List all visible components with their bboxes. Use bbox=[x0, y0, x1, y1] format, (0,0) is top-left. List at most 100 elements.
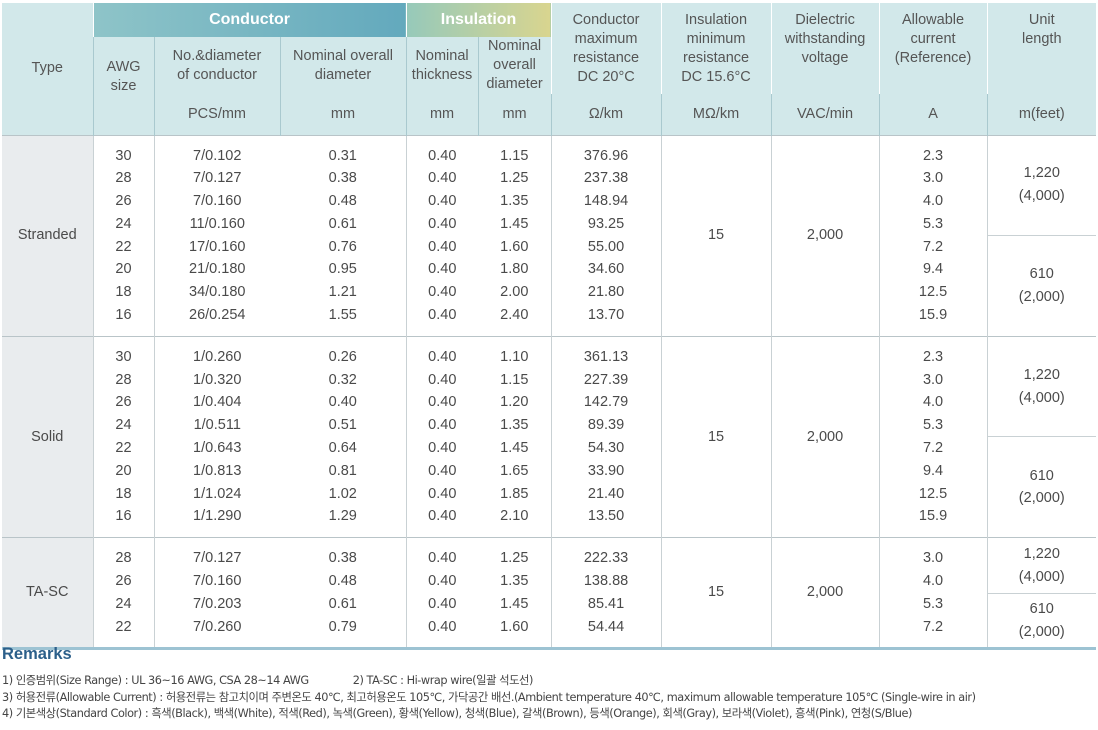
remarks-section: Remarks 1) 인증범위(Size Range) : UL 36~16 A… bbox=[2, 645, 1096, 723]
remarks-title: Remarks bbox=[2, 645, 72, 663]
ins-diameter-value: 2.40 bbox=[500, 307, 529, 324]
overall-diameter-cell: 0.26 0.32 0.40 0.51 0.64 0.81 1.02 1.29 bbox=[280, 336, 406, 537]
allowable-current-value: 3.0 bbox=[922, 170, 944, 187]
unit-length-value: (4,000) bbox=[1018, 568, 1065, 585]
unit-length-value: 1,220 bbox=[1023, 545, 1060, 562]
no-diameter-value: 1/0.643 bbox=[193, 440, 242, 457]
no-diameter-value: 7/0.160 bbox=[193, 573, 242, 590]
no-diameter-value: 7/0.102 bbox=[193, 147, 242, 164]
remark-line: 1) 인증범위(Size Range) : UL 36~16 AWG, CSA … bbox=[2, 673, 1096, 690]
conductor-resistance-value: 222.33 bbox=[583, 550, 629, 567]
overall-diameter-value: 0.38 bbox=[328, 550, 357, 567]
thickness-value: 0.40 bbox=[428, 193, 457, 210]
no-diameter-value: 1/0.320 bbox=[193, 371, 242, 388]
allowable-current-value: 2.3 bbox=[922, 348, 944, 365]
conductor-resistance-value: 142.79 bbox=[583, 394, 629, 411]
overall-diameter-cell: 0.31 0.38 0.48 0.61 0.76 0.95 1.21 1.55 bbox=[280, 135, 406, 336]
no-diameter-value: 1/1.290 bbox=[193, 508, 242, 525]
unit-length-value: 1,220 bbox=[1023, 165, 1060, 182]
thickness-cell: 0.40 0.40 0.40 0.40 0.40 0.40 0.40 0.40 bbox=[405, 336, 479, 538]
unit-vac-min: VAC/min bbox=[770, 94, 880, 135]
header-allowable-current: Allowable current (Reference) bbox=[878, 3, 988, 94]
conductor-resistance-value: 54.30 bbox=[587, 440, 625, 457]
no-diameter-cell: 7/0.102 7/0.127 7/0.160 11/0.160 17/0.160 21/… bbox=[153, 135, 280, 337]
overall-diameter-value: 0.51 bbox=[328, 417, 357, 434]
thickness-value: 0.40 bbox=[428, 261, 457, 278]
awg-size-value: 28 bbox=[115, 371, 132, 388]
header-insulation-group: Insulation bbox=[405, 3, 552, 37]
no-diameter-value: 1/1.024 bbox=[193, 485, 242, 502]
unit-length-value: 610 bbox=[1029, 266, 1054, 283]
thickness-value: 0.40 bbox=[428, 394, 457, 411]
unit-length-value: (2,000) bbox=[1018, 288, 1065, 305]
header-conductor-group: Conductor bbox=[92, 3, 407, 37]
unit-length-cell: 610 (2,000) bbox=[986, 436, 1097, 538]
no-diameter-value: 17/0.160 bbox=[189, 238, 246, 255]
conductor-resistance-value: 148.94 bbox=[583, 193, 629, 210]
allowable-current-value: 12.5 bbox=[918, 284, 948, 301]
allowable-current-cell: 3.0 4.0 5.3 7.2 bbox=[878, 537, 988, 649]
thickness-value: 0.40 bbox=[428, 573, 457, 590]
table-header: Type Conductor Insulation Conductor maxim… bbox=[2, 3, 1097, 135]
allowable-current-value: 7.2 bbox=[922, 440, 944, 457]
ins-diameter-value: 1.85 bbox=[500, 485, 529, 502]
remark-ta-sc: 2) TA-SC : Hi-wrap wire(일괄 석도선) bbox=[352, 674, 534, 687]
overall-diameter-value: 0.64 bbox=[328, 440, 357, 457]
ins-diameter-value: 1.45 bbox=[500, 215, 529, 232]
unit-length-value: 610 bbox=[1029, 467, 1054, 484]
no-diameter-value: 7/0.127 bbox=[193, 550, 242, 567]
overall-diameter-cell: 0.38 0.48 0.61 0.79 bbox=[280, 538, 406, 649]
header-unit-length: Unit length bbox=[986, 3, 1097, 94]
thickness-value: 0.40 bbox=[428, 440, 457, 457]
conductor-resistance-value: 21.80 bbox=[587, 284, 625, 301]
allowable-current-value: 7.2 bbox=[922, 238, 944, 255]
header-ins-overall-diameter: Nominal overall diameter bbox=[477, 37, 552, 94]
overall-diameter-value: 0.38 bbox=[328, 170, 357, 187]
allowable-current-value: 15.9 bbox=[918, 508, 948, 525]
no-diameter-cell: 7/0.127 7/0.160 7/0.203 7/0.260 bbox=[153, 537, 280, 649]
table-row: 610 (2,000) bbox=[2, 234, 1097, 337]
allowable-current-value: 5.3 bbox=[922, 417, 944, 434]
insulation-resistance-value: 15 bbox=[660, 135, 772, 337]
conductor-resistance-cell: 222.33 138.88 85.41 54.44 bbox=[550, 537, 662, 649]
conductor-resistance-value: 55.00 bbox=[587, 238, 625, 255]
ins-diameter-value: 1.65 bbox=[500, 462, 529, 479]
insulation-resistance-value: 15 bbox=[660, 336, 772, 538]
ins-diameter-value: 1.35 bbox=[500, 417, 529, 434]
conductor-resistance-value: 13.50 bbox=[587, 508, 625, 525]
type-label: TA-SC bbox=[2, 537, 93, 649]
unit-mm: mm bbox=[477, 94, 552, 135]
ins-diameter-value: 1.25 bbox=[500, 550, 529, 567]
unit-ohm-km: Ω/km bbox=[550, 94, 662, 135]
unit-length-cell: 1,220 (4,000) bbox=[986, 135, 1097, 236]
thickness-value: 0.40 bbox=[428, 307, 457, 324]
ins-diameter-cell: 1.15 1.25 1.35 1.45 1.60 1.80 2.00 2.40 bbox=[478, 135, 551, 336]
allowable-current-value: 2.3 bbox=[922, 147, 944, 164]
conductor-resistance-value: 85.41 bbox=[587, 595, 625, 612]
no-diameter-value: 26/0.254 bbox=[189, 307, 246, 324]
conductor-resistance-value: 21.40 bbox=[587, 485, 625, 502]
remark-allowable-current: 3) 허용전류(Allowable Current) : 허용전류는 참고치이며… bbox=[2, 690, 976, 704]
allowable-current-value: 9.4 bbox=[922, 261, 944, 278]
no-diameter-value: 1/0.404 bbox=[193, 394, 242, 411]
ins-diameter-value: 1.45 bbox=[500, 595, 529, 612]
ins-diameter-cell: 1.25 1.35 1.45 1.60 bbox=[478, 538, 551, 649]
ins-diameter-value: 1.80 bbox=[500, 261, 529, 278]
overall-diameter-value: 0.76 bbox=[328, 238, 357, 255]
overall-diameter-value: 1.29 bbox=[328, 508, 357, 525]
overall-diameter-value: 0.81 bbox=[328, 462, 357, 479]
unit-length-cell: 610 (2,000) bbox=[986, 234, 1097, 337]
conductor-resistance-cell: 361.13 227.39 142.79 89.39 54.30 33.90 21.40 13… bbox=[550, 336, 662, 538]
allowable-current-value: 4.0 bbox=[922, 573, 944, 590]
conductor-resistance-value: 376.96 bbox=[583, 147, 629, 164]
unit-length-value: 1,220 bbox=[1023, 366, 1060, 383]
header-dielectric: Dielectric withstanding voltage bbox=[770, 3, 880, 94]
table-body: Stranded 30 28 26 24 22 20 18 16 7/0.102 7/0.127 7/… bbox=[2, 135, 1097, 649]
allowable-current-value: 5.3 bbox=[922, 215, 944, 232]
unit-m-feet: m(feet) bbox=[986, 94, 1097, 135]
allowable-current-cell: 2.3 3.0 4.0 5.3 7.2 9.4 12.5 15.9 bbox=[878, 336, 988, 538]
unit-length-value: (4,000) bbox=[1018, 188, 1065, 205]
unit-length-cell: 1,220 (4,000) bbox=[986, 537, 1097, 594]
thickness-value: 0.40 bbox=[428, 550, 457, 567]
awg-size-value: 26 bbox=[115, 573, 132, 590]
